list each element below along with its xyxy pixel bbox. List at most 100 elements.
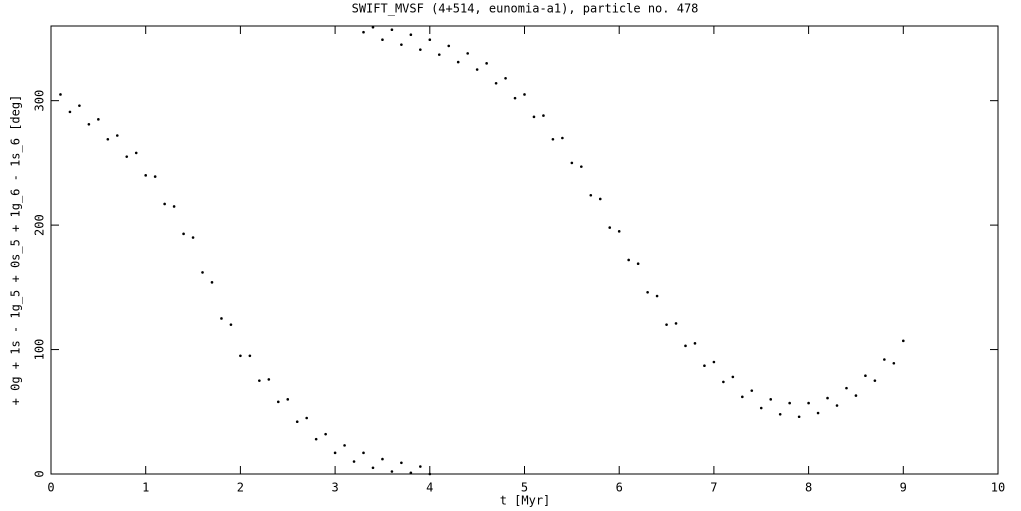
data-point bbox=[466, 52, 469, 55]
data-point bbox=[750, 389, 754, 392]
data-point bbox=[419, 48, 422, 51]
data-point bbox=[87, 123, 91, 126]
data-point bbox=[769, 398, 773, 401]
data-point bbox=[617, 230, 621, 233]
data-point bbox=[523, 93, 526, 96]
data-point bbox=[248, 354, 252, 358]
data-point bbox=[324, 432, 327, 436]
data-point bbox=[504, 76, 507, 80]
data-point bbox=[561, 136, 564, 140]
data-point bbox=[703, 364, 706, 368]
data-point bbox=[153, 175, 157, 178]
data-point bbox=[816, 411, 820, 415]
x-tick-label: 5 bbox=[521, 481, 528, 495]
data-point bbox=[873, 379, 877, 382]
data-point bbox=[400, 43, 403, 46]
data-point bbox=[286, 398, 290, 401]
x-tick-label: 1 bbox=[142, 481, 149, 495]
data-point bbox=[883, 358, 886, 361]
data-point bbox=[570, 161, 574, 165]
y-tick-label: 0 bbox=[33, 470, 47, 477]
data-point bbox=[125, 155, 129, 158]
data-point bbox=[778, 412, 782, 416]
x-tick-label: 9 bbox=[900, 481, 907, 495]
data-point bbox=[437, 53, 441, 56]
data-point bbox=[741, 395, 744, 399]
y-tick-label: 300 bbox=[33, 90, 47, 112]
data-point bbox=[305, 416, 308, 420]
data-point bbox=[475, 68, 479, 71]
x-tick-label: 10 bbox=[991, 481, 1005, 495]
x-tick-label: 3 bbox=[331, 481, 338, 495]
data-point bbox=[134, 151, 138, 155]
data-point bbox=[381, 457, 384, 461]
data-point bbox=[892, 361, 896, 365]
data-point bbox=[182, 232, 185, 236]
data-point bbox=[409, 33, 413, 37]
data-point bbox=[589, 193, 593, 197]
data-point bbox=[201, 271, 204, 274]
data-point bbox=[646, 291, 649, 294]
data-point bbox=[693, 342, 697, 345]
data-point bbox=[390, 28, 394, 32]
x-axis-label: t [Myr] bbox=[500, 494, 551, 508]
data-point bbox=[229, 323, 233, 326]
data-point bbox=[78, 104, 81, 107]
data-point bbox=[759, 406, 763, 410]
x-tick-label: 7 bbox=[710, 481, 717, 495]
data-point bbox=[381, 38, 384, 41]
data-point bbox=[674, 322, 678, 325]
data-point bbox=[788, 401, 791, 405]
data-point bbox=[712, 360, 716, 364]
data-point bbox=[314, 437, 318, 441]
data-point bbox=[580, 165, 583, 168]
data-point bbox=[276, 400, 280, 404]
data-point bbox=[390, 470, 394, 473]
data-point bbox=[163, 202, 166, 206]
data-point bbox=[447, 44, 451, 48]
data-point bbox=[172, 205, 176, 208]
data-point bbox=[239, 354, 242, 358]
x-tick-label: 2 bbox=[237, 481, 244, 495]
x-tick-label: 4 bbox=[426, 481, 433, 495]
data-point bbox=[400, 461, 403, 465]
data-point bbox=[722, 380, 725, 384]
y-tick-label: 200 bbox=[33, 214, 47, 236]
data-point bbox=[115, 134, 119, 137]
data-point bbox=[106, 137, 110, 141]
data-point bbox=[731, 375, 735, 379]
data-point bbox=[295, 420, 299, 424]
data-point bbox=[258, 379, 261, 382]
data-point bbox=[854, 394, 858, 397]
data-point bbox=[267, 378, 271, 381]
data-point bbox=[532, 115, 536, 119]
chart-title: SWIFT_MVSF (4+514, eunomia-a1), particle… bbox=[352, 2, 699, 16]
x-tick-label: 8 bbox=[805, 481, 812, 495]
data-point bbox=[343, 444, 346, 447]
data-point bbox=[845, 386, 848, 390]
data-point bbox=[352, 460, 356, 463]
data-point bbox=[220, 317, 223, 320]
data-point bbox=[428, 472, 432, 476]
data-point bbox=[371, 25, 375, 29]
data-point bbox=[456, 60, 460, 64]
data-point bbox=[362, 30, 365, 34]
data-point bbox=[191, 236, 195, 239]
data-point bbox=[807, 401, 810, 405]
data-point bbox=[598, 197, 602, 201]
data-point bbox=[684, 344, 687, 348]
data-point bbox=[902, 339, 905, 343]
data-point bbox=[864, 374, 867, 377]
data-point bbox=[494, 81, 498, 85]
data-point bbox=[551, 137, 555, 141]
x-tick-label: 0 bbox=[47, 481, 54, 495]
data-point bbox=[210, 281, 214, 284]
data-point bbox=[542, 114, 545, 117]
data-point bbox=[144, 174, 147, 177]
data-point bbox=[655, 294, 659, 298]
data-point bbox=[608, 226, 612, 229]
data-point bbox=[797, 415, 801, 419]
data-point bbox=[419, 465, 422, 468]
